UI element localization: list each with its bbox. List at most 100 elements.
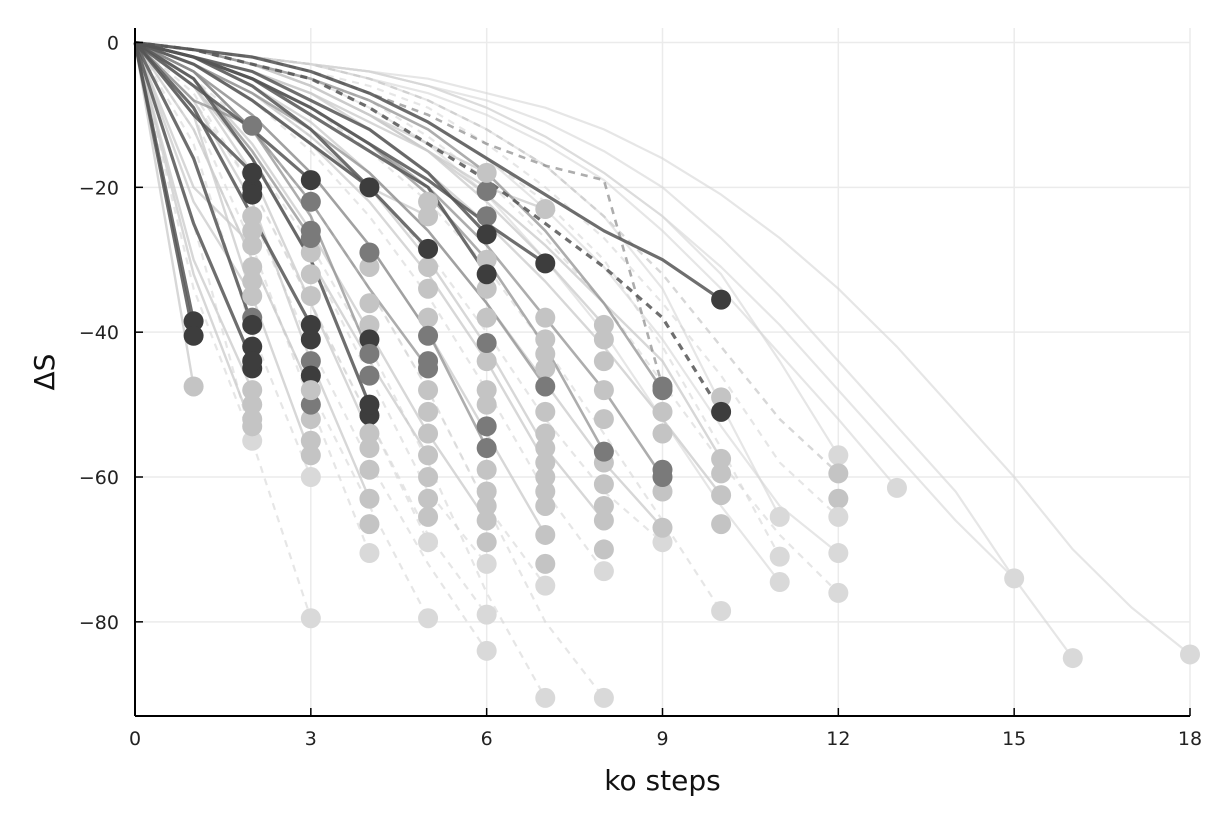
data-point <box>535 307 556 328</box>
series-end-point-71 <box>1004 568 1025 589</box>
data-point <box>418 488 439 509</box>
series-end-point-22 <box>359 343 380 364</box>
series-end-point-6 <box>242 351 263 372</box>
data-point <box>476 206 497 227</box>
data-point <box>418 307 439 328</box>
data-point <box>476 394 497 415</box>
data-point <box>418 380 439 401</box>
data-point <box>359 242 380 263</box>
data-point <box>418 191 439 212</box>
data-point <box>418 325 439 346</box>
x-tick-label: 15 <box>1002 728 1026 750</box>
data-point <box>593 474 614 495</box>
series-end-point-44 <box>535 524 556 545</box>
data-point <box>476 333 497 354</box>
x-axis-title: ko steps <box>604 764 720 797</box>
y-tick-label: 0 <box>107 32 119 54</box>
data-point <box>476 351 497 372</box>
series-end-point-35 <box>476 438 497 459</box>
series-line-16 <box>134 41 312 391</box>
series-line-3 <box>133 42 195 387</box>
series-end-point-50 <box>593 561 614 582</box>
series-end-point-1 <box>183 311 204 332</box>
series-end-point-16 <box>300 380 321 401</box>
data-point <box>652 401 673 422</box>
data-point <box>711 514 732 535</box>
series-end-point-15 <box>300 228 321 249</box>
series-line-53 <box>134 41 664 391</box>
y-axis-title: ΔS <box>28 354 61 391</box>
series-line-57 <box>134 40 723 301</box>
data-point <box>359 459 380 480</box>
data-point <box>711 387 732 408</box>
data-point <box>476 481 497 502</box>
series-end-point-56 <box>652 532 673 553</box>
data-point <box>359 293 380 314</box>
data-point <box>242 271 263 292</box>
series-end-point-36 <box>476 510 497 531</box>
data-point <box>593 351 614 372</box>
x-tick-label: 12 <box>826 728 850 750</box>
data-point <box>300 409 321 430</box>
data-point <box>242 206 263 227</box>
data-point <box>535 553 556 574</box>
data-point <box>652 481 673 502</box>
series-end-point-28 <box>418 206 439 227</box>
series-line-52 <box>134 41 664 387</box>
series-end-point-63 <box>769 546 790 567</box>
series-end-point-68 <box>828 543 849 564</box>
series-end-point-66 <box>828 463 849 484</box>
data-point <box>535 358 556 379</box>
data-point <box>476 416 497 437</box>
data-point <box>593 539 614 560</box>
data-point <box>593 495 614 516</box>
data-point <box>535 467 556 488</box>
data-point <box>476 278 497 299</box>
series-end-point-53 <box>652 380 673 401</box>
series-line-46 <box>134 41 547 699</box>
data-point <box>242 220 263 241</box>
series-line-8 <box>133 42 254 247</box>
data-point <box>535 343 556 364</box>
series-line-20 <box>134 40 371 189</box>
series-end-point-4 <box>242 162 263 183</box>
series-line-4 <box>133 41 254 174</box>
series-end-point-38 <box>476 604 497 625</box>
series-end-point-33 <box>476 264 497 285</box>
series-end-point-14 <box>300 314 321 335</box>
series-end-point-39 <box>476 640 497 661</box>
data-point <box>476 307 497 328</box>
series-end-point-19 <box>300 608 321 629</box>
series-end-point-59 <box>711 448 732 469</box>
data-point <box>535 423 556 444</box>
data-point <box>593 409 614 430</box>
series-end-point-30 <box>418 532 439 553</box>
series-end-point-18 <box>300 467 321 488</box>
series-line-7 <box>134 41 253 127</box>
series-line-71 <box>134 41 1015 580</box>
data-point <box>359 514 380 535</box>
data-point <box>535 401 556 422</box>
data-point <box>476 532 497 553</box>
series-end-point-64 <box>769 572 790 593</box>
series-end-point-17 <box>300 445 321 466</box>
data-point <box>418 401 439 422</box>
series-end-point-3 <box>183 376 204 397</box>
x-tick-label: 18 <box>1178 728 1202 750</box>
series-end-point-9 <box>242 285 263 306</box>
series-end-point-11 <box>242 416 263 437</box>
x-tick-label: 6 <box>481 728 493 750</box>
series-end-point-45 <box>535 575 556 596</box>
data-point <box>242 336 263 357</box>
data-point <box>476 495 497 516</box>
data-point <box>418 256 439 277</box>
series-line-2 <box>133 42 196 337</box>
data-point <box>242 394 263 415</box>
data-point <box>476 180 497 201</box>
series-end-point-37 <box>476 553 497 574</box>
x-tick-label: 0 <box>129 728 141 750</box>
data-point <box>711 463 732 484</box>
series-end-point-57 <box>711 289 732 310</box>
